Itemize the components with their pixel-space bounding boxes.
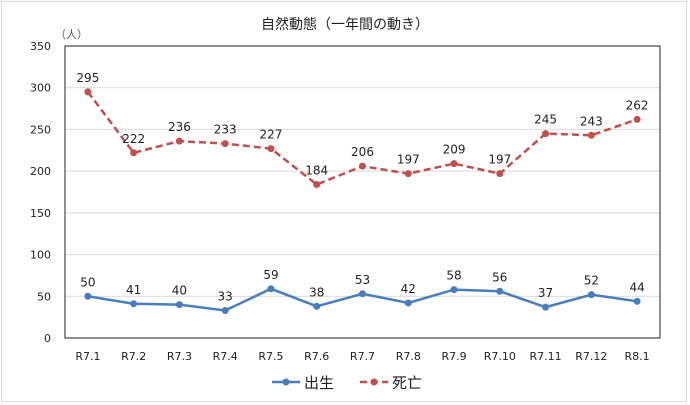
- data-label: 56: [492, 270, 507, 284]
- y-tick-label: 250: [30, 123, 51, 136]
- data-point: [633, 297, 641, 305]
- data-label: 227: [260, 128, 283, 142]
- data-point: [175, 301, 183, 309]
- data-label: 206: [351, 145, 374, 159]
- data-label: 33: [218, 289, 233, 303]
- data-point: [84, 88, 92, 96]
- data-label: 44: [629, 280, 644, 294]
- data-point: [130, 300, 138, 308]
- y-tick-label: 0: [44, 332, 51, 345]
- legend-item: 出生: [272, 374, 334, 392]
- data-label: 243: [580, 114, 603, 128]
- data-point: [175, 137, 183, 145]
- data-point: [267, 145, 275, 153]
- series-line-deaths: [86, 91, 638, 186]
- data-label: 236: [168, 120, 191, 134]
- data-label: 40: [172, 284, 187, 298]
- x-tick-label: R7.8: [396, 350, 421, 363]
- x-tick-label: R7.9: [441, 350, 466, 363]
- data-point: [313, 180, 321, 188]
- data-point: [542, 303, 550, 311]
- y-tick-label: 100: [30, 249, 51, 262]
- data-point: [221, 306, 229, 314]
- data-label: 58: [446, 269, 461, 283]
- x-tick-label: R7.3: [167, 350, 192, 363]
- x-tick-label: R7.5: [258, 350, 283, 363]
- data-label: 295: [76, 71, 99, 85]
- data-point: [450, 286, 458, 294]
- data-label: 52: [584, 274, 599, 288]
- data-label: 245: [534, 113, 557, 127]
- data-label: 41: [126, 283, 141, 297]
- x-tick-label: R7.4: [213, 350, 238, 363]
- data-label: 37: [538, 286, 553, 300]
- data-point: [267, 285, 275, 293]
- data-label: 184: [305, 163, 328, 177]
- data-label: 50: [80, 275, 95, 289]
- y-tick-label: 300: [30, 82, 51, 95]
- data-point: [633, 115, 641, 123]
- y-tick-label: 200: [30, 165, 51, 178]
- data-label: 262: [626, 98, 649, 112]
- data-point: [587, 131, 595, 139]
- y-tick-label: 150: [30, 207, 51, 220]
- x-tick-label: R7.7: [350, 350, 375, 363]
- data-point: [404, 170, 412, 178]
- y-tick-label: 350: [30, 40, 51, 53]
- data-point: [84, 292, 92, 300]
- x-tick-label: R7.12: [575, 350, 607, 363]
- y-tick-label: 50: [37, 290, 51, 303]
- legend-swatch-marker: [282, 378, 290, 386]
- data-point: [313, 302, 321, 310]
- x-tick-label: R7.2: [121, 350, 146, 363]
- data-point: [359, 162, 366, 170]
- x-tick-label: R8.1: [625, 350, 650, 363]
- legend-label: 出生: [304, 374, 334, 392]
- data-label: 59: [263, 268, 278, 282]
- data-label: 233: [214, 123, 237, 137]
- x-tick-label: R7.10: [484, 350, 516, 363]
- x-tick-label: R7.11: [530, 350, 562, 363]
- y-axis-unit: （人）: [55, 28, 88, 41]
- x-tick-label: R7.1: [75, 350, 100, 363]
- data-label: 197: [397, 153, 420, 167]
- data-point: [130, 149, 138, 157]
- legend-item: 死亡: [360, 374, 422, 392]
- data-point: [359, 290, 366, 298]
- data-point: [404, 299, 412, 307]
- data-point: [542, 130, 550, 138]
- data-point: [496, 170, 504, 178]
- data-label: 222: [122, 132, 145, 146]
- data-point: [221, 140, 229, 148]
- data-point: [587, 291, 595, 299]
- legend-swatch-marker: [370, 378, 378, 386]
- x-tick-label: R7.6: [304, 350, 329, 363]
- data-label: 53: [355, 273, 370, 287]
- data-label: 38: [309, 285, 324, 299]
- chart-title: 自然動態（一年間の動き）: [261, 16, 429, 33]
- data-point: [496, 287, 504, 295]
- data-label: 197: [488, 153, 511, 167]
- legend-label: 死亡: [392, 374, 422, 392]
- data-label: 42: [401, 282, 416, 296]
- plot-area-border: [64, 45, 661, 339]
- data-label: 209: [443, 143, 466, 157]
- data-point: [450, 160, 458, 168]
